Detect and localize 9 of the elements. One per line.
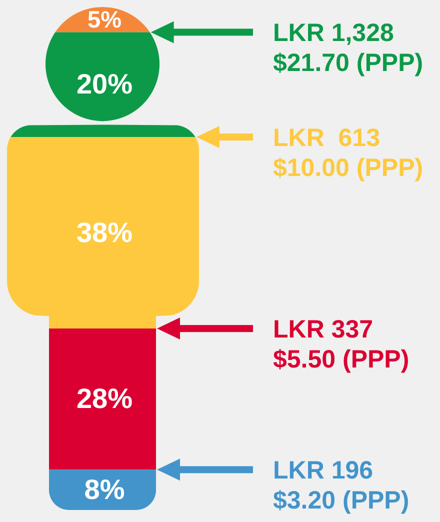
data-label: 28% xyxy=(76,383,133,414)
data-label: 8% xyxy=(84,474,125,505)
text: LKR 196 $3.20 (PPP) xyxy=(273,456,410,515)
text: LKR 613 $10.00 (PPP) xyxy=(273,124,424,182)
text: LKR 337 $5.50 (PPP) xyxy=(273,316,410,374)
text: LKR 1,328 $21.70 (PPP) xyxy=(273,19,424,78)
data-label: 5% xyxy=(87,6,122,33)
data-label: 38% xyxy=(76,216,133,248)
data-label: 20% xyxy=(76,68,133,100)
